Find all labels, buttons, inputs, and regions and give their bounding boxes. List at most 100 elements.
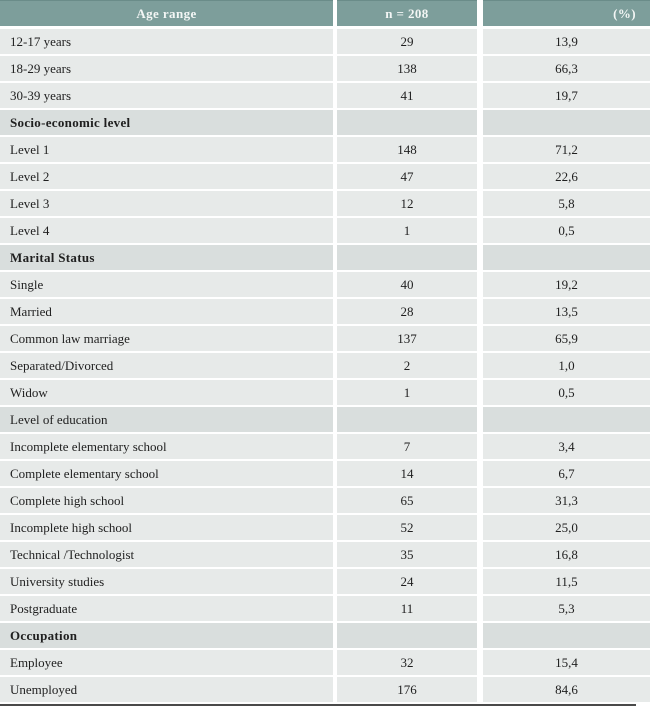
table-row: Separated/Divorced 2 1,0 — [0, 353, 650, 378]
row-label: Level 2 — [0, 164, 333, 189]
row-n-value: 41 — [337, 83, 477, 108]
row-pct-value: 5,3 — [483, 596, 650, 621]
row-label: Level 1 — [0, 137, 333, 162]
section-header-row: Socio-economic level — [0, 110, 650, 135]
row-n-value: 137 — [337, 326, 477, 351]
row-label: Level of education — [0, 407, 333, 432]
table-row: Level 2 47 22,6 — [0, 164, 650, 189]
table-body: 12-17 years 29 13,9 18-29 years 138 66,3 30-39… — [0, 29, 650, 702]
row-n-value: 40 — [337, 272, 477, 297]
row-pct-value: 3,4 — [483, 434, 650, 459]
row-pct-value: 13,5 — [483, 299, 650, 324]
row-label: Common law marriage — [0, 326, 333, 351]
row-n-value: 24 — [337, 569, 477, 594]
table-row: Complete elementary school 14 6,7 — [0, 461, 650, 486]
table-header-row: Age range n = 208 (%) — [0, 0, 650, 26]
row-pct-value: 31,3 — [483, 488, 650, 513]
row-n-value: 138 — [337, 56, 477, 81]
row-pct-value: 15,4 — [483, 650, 650, 675]
row-label: Technical /Technologist — [0, 542, 333, 567]
table-row: Postgraduate 11 5,3 — [0, 596, 650, 621]
row-label: University studies — [0, 569, 333, 594]
row-label: Postgraduate — [0, 596, 333, 621]
row-label: Unemployed — [0, 677, 333, 702]
table-row: Married 28 13,5 — [0, 299, 650, 324]
row-n-value: 14 — [337, 461, 477, 486]
table-row: Single 40 19,2 — [0, 272, 650, 297]
table-row: University studies 24 11,5 — [0, 569, 650, 594]
row-n-value: 52 — [337, 515, 477, 540]
row-label: Separated/Divorced — [0, 353, 333, 378]
row-n-value: 11 — [337, 596, 477, 621]
row-n-value: 29 — [337, 29, 477, 54]
row-pct-value: 5,8 — [483, 191, 650, 216]
row-n-value: 47 — [337, 164, 477, 189]
row-pct-value — [483, 407, 650, 432]
row-pct-value: 84,6 — [483, 677, 650, 702]
row-label: Level 4 — [0, 218, 333, 243]
row-label: Incomplete elementary school — [0, 434, 333, 459]
table-row: Technical /Technologist 35 16,8 — [0, 542, 650, 567]
row-label: 12-17 years — [0, 29, 333, 54]
row-n-value: 35 — [337, 542, 477, 567]
row-label: Incomplete high school — [0, 515, 333, 540]
column-header-n: n = 208 — [337, 0, 477, 26]
section-header-row: Occupation — [0, 623, 650, 648]
row-n-value: 65 — [337, 488, 477, 513]
table-row: Level 1 148 71,2 — [0, 137, 650, 162]
section-header-row: Marital Status — [0, 245, 650, 270]
table-row: Common law marriage 137 65,9 — [0, 326, 650, 351]
row-n-value — [337, 407, 477, 432]
row-n-value: 2 — [337, 353, 477, 378]
row-pct-value: 0,5 — [483, 380, 650, 405]
row-pct-value — [483, 623, 650, 648]
row-label: Occupation — [0, 623, 333, 648]
row-label: 18-29 years — [0, 56, 333, 81]
table-row: Level 4 1 0,5 — [0, 218, 650, 243]
row-pct-value: 71,2 — [483, 137, 650, 162]
row-n-value — [337, 110, 477, 135]
row-pct-value: 66,3 — [483, 56, 650, 81]
table-row: Incomplete high school 52 25,0 — [0, 515, 650, 540]
row-pct-value: 1,0 — [483, 353, 650, 378]
column-header-percent: (%) — [483, 0, 650, 26]
row-pct-value — [483, 245, 650, 270]
row-label: Complete elementary school — [0, 461, 333, 486]
row-n-value: 32 — [337, 650, 477, 675]
row-pct-value: 19,7 — [483, 83, 650, 108]
row-pct-value: 11,5 — [483, 569, 650, 594]
row-pct-value: 13,9 — [483, 29, 650, 54]
row-pct-value: 19,2 — [483, 272, 650, 297]
row-pct-value: 22,6 — [483, 164, 650, 189]
row-pct-value: 0,5 — [483, 218, 650, 243]
row-label: Socio-economic level — [0, 110, 333, 135]
row-n-value: 28 — [337, 299, 477, 324]
row-label: Widow — [0, 380, 333, 405]
row-n-value: 1 — [337, 218, 477, 243]
table-row: Unemployed 176 84,6 — [0, 677, 650, 702]
row-n-value: 176 — [337, 677, 477, 702]
row-label: Single — [0, 272, 333, 297]
row-n-value: 148 — [337, 137, 477, 162]
row-label: Marital Status — [0, 245, 333, 270]
row-label: Employee — [0, 650, 333, 675]
row-label: Married — [0, 299, 333, 324]
table-row: Complete high school 65 31,3 — [0, 488, 650, 513]
row-n-value — [337, 623, 477, 648]
table-row: 12-17 years 29 13,9 — [0, 29, 650, 54]
row-n-value: 7 — [337, 434, 477, 459]
row-label: Complete high school — [0, 488, 333, 513]
row-pct-value — [483, 110, 650, 135]
table-row: Level 3 12 5,8 — [0, 191, 650, 216]
table-bottom-rule — [0, 704, 636, 706]
table-row: Employee 32 15,4 — [0, 650, 650, 675]
row-n-value: 12 — [337, 191, 477, 216]
table-row: Widow 1 0,5 — [0, 380, 650, 405]
row-pct-value: 65,9 — [483, 326, 650, 351]
row-n-value — [337, 245, 477, 270]
row-n-value: 1 — [337, 380, 477, 405]
table-row: 18-29 years 138 66,3 — [0, 56, 650, 81]
row-pct-value: 6,7 — [483, 461, 650, 486]
